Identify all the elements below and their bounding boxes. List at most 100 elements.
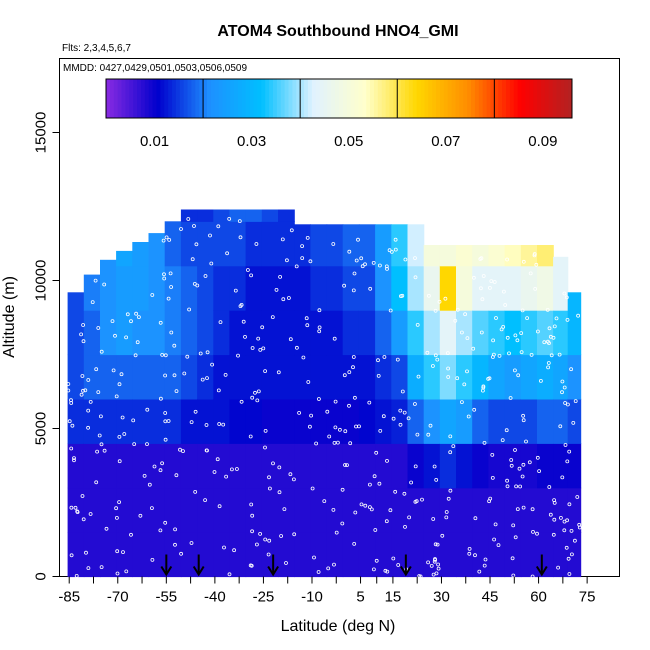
observation-point bbox=[416, 374, 421, 379]
x-tick-label: -85 bbox=[58, 589, 80, 606]
colorbar-segment bbox=[416, 79, 422, 118]
observation-point bbox=[525, 316, 529, 321]
x-tick-label: 5 bbox=[356, 589, 364, 606]
colorbar-tick-label: 0.09 bbox=[528, 133, 557, 150]
heatmap-cell bbox=[83, 487, 101, 533]
observation-point bbox=[513, 535, 518, 540]
observation-point bbox=[208, 233, 212, 238]
colorbar-segment bbox=[226, 79, 231, 118]
heatmap-cell bbox=[83, 354, 101, 400]
heatmap-cell bbox=[553, 310, 569, 356]
observation-point bbox=[86, 425, 90, 430]
observation-point bbox=[432, 559, 437, 564]
observation-point bbox=[521, 505, 526, 510]
heatmap-cell bbox=[504, 310, 522, 356]
observation-point bbox=[500, 438, 505, 443]
heatmap-cell bbox=[358, 443, 376, 489]
heatmap-cell bbox=[504, 265, 522, 311]
colorbar-frame bbox=[105, 78, 573, 119]
observation-point bbox=[433, 542, 438, 547]
colorbar-segment bbox=[307, 79, 313, 118]
heatmap-cell bbox=[116, 398, 133, 444]
observation-point bbox=[573, 399, 578, 404]
colorbar-segment bbox=[428, 79, 433, 118]
heatmap-cell bbox=[553, 487, 569, 533]
heatmap-cell bbox=[456, 487, 473, 533]
heatmap-cell bbox=[197, 443, 214, 489]
heatmap-cell bbox=[180, 487, 198, 533]
heatmap-cell bbox=[326, 398, 344, 444]
colorbar-segment bbox=[405, 79, 410, 118]
observation-point bbox=[174, 389, 179, 394]
observation-point bbox=[511, 523, 516, 528]
colorbar-segment bbox=[160, 79, 165, 118]
observation-point bbox=[473, 553, 477, 558]
heatmap-cell bbox=[180, 354, 198, 400]
observation-point bbox=[518, 484, 522, 489]
heatmap-cell bbox=[342, 487, 360, 533]
observation-point bbox=[444, 515, 449, 520]
heatmap-cell bbox=[116, 265, 133, 311]
observation-point bbox=[490, 355, 495, 359]
observation-point bbox=[131, 418, 136, 423]
observation-point bbox=[507, 351, 511, 356]
heatmap-cell bbox=[520, 443, 538, 489]
observation-point bbox=[266, 552, 271, 557]
heatmap-cell bbox=[116, 310, 133, 356]
colorbar-segment bbox=[284, 79, 290, 118]
colorbar-segment bbox=[354, 79, 359, 118]
observation-point bbox=[453, 318, 458, 323]
observation-point bbox=[396, 563, 401, 567]
heatmap-cell bbox=[245, 265, 263, 311]
observation-point bbox=[337, 427, 342, 432]
observation-point bbox=[436, 562, 441, 567]
observation-point bbox=[527, 460, 532, 465]
observation-point bbox=[402, 410, 407, 415]
heatmap-cell bbox=[164, 265, 182, 311]
observation-point bbox=[200, 377, 205, 382]
observation-point bbox=[488, 496, 493, 501]
colorbar: 0.01 0.03 0.05 0.07 0.09 bbox=[105, 78, 573, 150]
observation-point bbox=[356, 237, 360, 242]
observation-point bbox=[412, 402, 417, 406]
heatmap-cell bbox=[391, 354, 409, 400]
observation-point bbox=[132, 442, 137, 447]
observation-point bbox=[533, 286, 538, 291]
heatmap-cell bbox=[261, 398, 279, 444]
observation-point bbox=[205, 350, 210, 355]
heatmap-cell bbox=[537, 398, 554, 444]
heatmap-cell bbox=[100, 398, 117, 444]
observation-point bbox=[195, 283, 200, 288]
flight-arrow-head bbox=[267, 565, 279, 577]
observation-point bbox=[301, 355, 306, 360]
observation-point bbox=[212, 470, 217, 474]
heatmap-cell bbox=[375, 532, 392, 578]
heatmap-cell bbox=[472, 398, 489, 444]
observation-point bbox=[114, 394, 119, 399]
y-axis: 0 5000 10000 15000 bbox=[33, 112, 60, 581]
observation-point bbox=[152, 464, 157, 469]
heatmap-cell bbox=[278, 310, 295, 356]
heatmap-cell bbox=[375, 354, 392, 400]
observation-point bbox=[535, 455, 540, 460]
observation-point bbox=[99, 414, 103, 419]
heatmap-cell bbox=[472, 245, 489, 267]
heatmap-cell bbox=[197, 532, 214, 578]
heatmap-cell bbox=[132, 398, 150, 444]
heatmap-cell bbox=[439, 265, 457, 311]
observation-point bbox=[234, 467, 239, 471]
observation-point bbox=[80, 374, 85, 378]
observation-point bbox=[471, 275, 476, 280]
observation-point bbox=[115, 549, 120, 554]
colorbar-segment bbox=[168, 79, 173, 118]
observation-point bbox=[552, 500, 557, 505]
observation-point bbox=[573, 538, 577, 543]
heatmap-cell bbox=[456, 310, 473, 356]
observation-point bbox=[343, 463, 347, 467]
observation-point bbox=[194, 242, 199, 247]
observation-point bbox=[217, 422, 222, 426]
observation-point bbox=[546, 361, 551, 365]
observation-point bbox=[203, 274, 208, 278]
heatmap-cell bbox=[229, 310, 247, 356]
observation-point bbox=[162, 276, 167, 281]
